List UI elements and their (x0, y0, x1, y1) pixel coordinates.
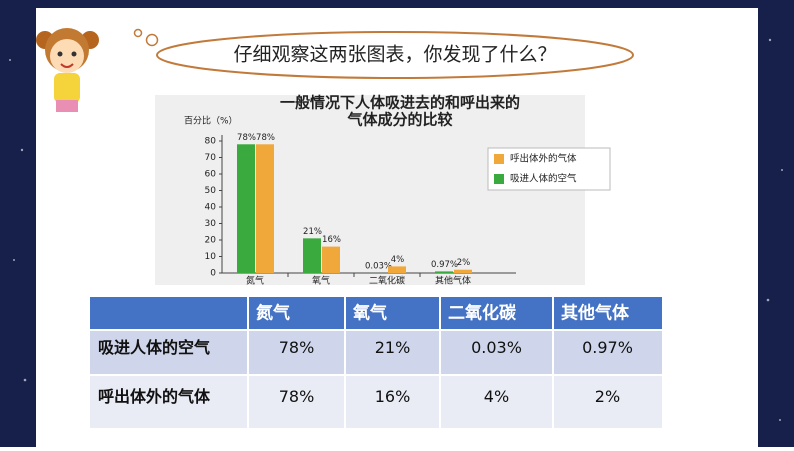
bubble-text: 仔细观察这两张图表，你发现了什么？ (233, 44, 556, 66)
table-header-cell: 氧气 (352, 303, 387, 324)
value-label: 78% (237, 133, 256, 143)
bar (388, 266, 406, 273)
y-tick-label: 80 (205, 137, 217, 147)
table-cell: 21% (375, 338, 411, 357)
legend-label: 呼出体外的气体 (510, 153, 577, 165)
table-row-label: 吸进人体的空气 (98, 338, 210, 357)
x-tick-label: 其他气体 (435, 275, 471, 287)
y-axis-label: 百分比（%） (184, 115, 238, 127)
value-label: 78% (256, 133, 275, 143)
y-tick-label: 70 (205, 153, 217, 163)
table-cell: 78% (279, 387, 315, 406)
table-cell: 16% (375, 387, 411, 406)
legend-label: 吸进人体的空气 (510, 173, 577, 185)
table-cell: 0.97% (582, 338, 633, 357)
chart-subtitle: 气体成分的比较 (346, 111, 452, 129)
x-tick-label: 氧气 (312, 275, 330, 287)
table-cell: 78% (279, 338, 315, 357)
table-header-cell: 其他气体 (561, 303, 630, 324)
value-label: 4% (391, 255, 405, 265)
x-tick-label: 氮气 (246, 275, 264, 287)
bar (435, 271, 453, 273)
x-tick-label: 二氧化碳 (369, 275, 405, 287)
legend-swatch (494, 174, 504, 184)
value-label: 0.03% (365, 261, 392, 271)
y-tick-label: 60 (205, 170, 217, 180)
table-header-cell: 二氧化碳 (448, 303, 517, 324)
y-tick-label: 10 (205, 252, 217, 262)
bar (256, 144, 274, 273)
y-tick-label: 50 (205, 186, 217, 196)
table-cell: 2% (595, 387, 620, 406)
y-tick-label: 40 (205, 203, 217, 213)
bar (237, 144, 255, 273)
value-label: 16% (322, 235, 341, 245)
chart-title: 一般情况下人体吸进去的和呼出来的 (280, 94, 520, 112)
y-tick-label: 20 (205, 236, 217, 246)
y-tick-label: 0 (210, 269, 216, 279)
legend-swatch (494, 154, 504, 164)
bar (322, 247, 340, 273)
table-row-label: 呼出体外的气体 (98, 387, 211, 406)
y-tick-label: 30 (205, 219, 217, 229)
bar (303, 238, 321, 273)
value-label: 0.97% (431, 260, 458, 270)
value-label: 2% (457, 258, 471, 268)
value-label: 21% (303, 227, 322, 237)
bar (454, 270, 472, 273)
table-cell: 0.03% (471, 338, 522, 357)
table-cell: 4% (484, 387, 509, 406)
table-header-cell: 氮气 (256, 303, 290, 324)
